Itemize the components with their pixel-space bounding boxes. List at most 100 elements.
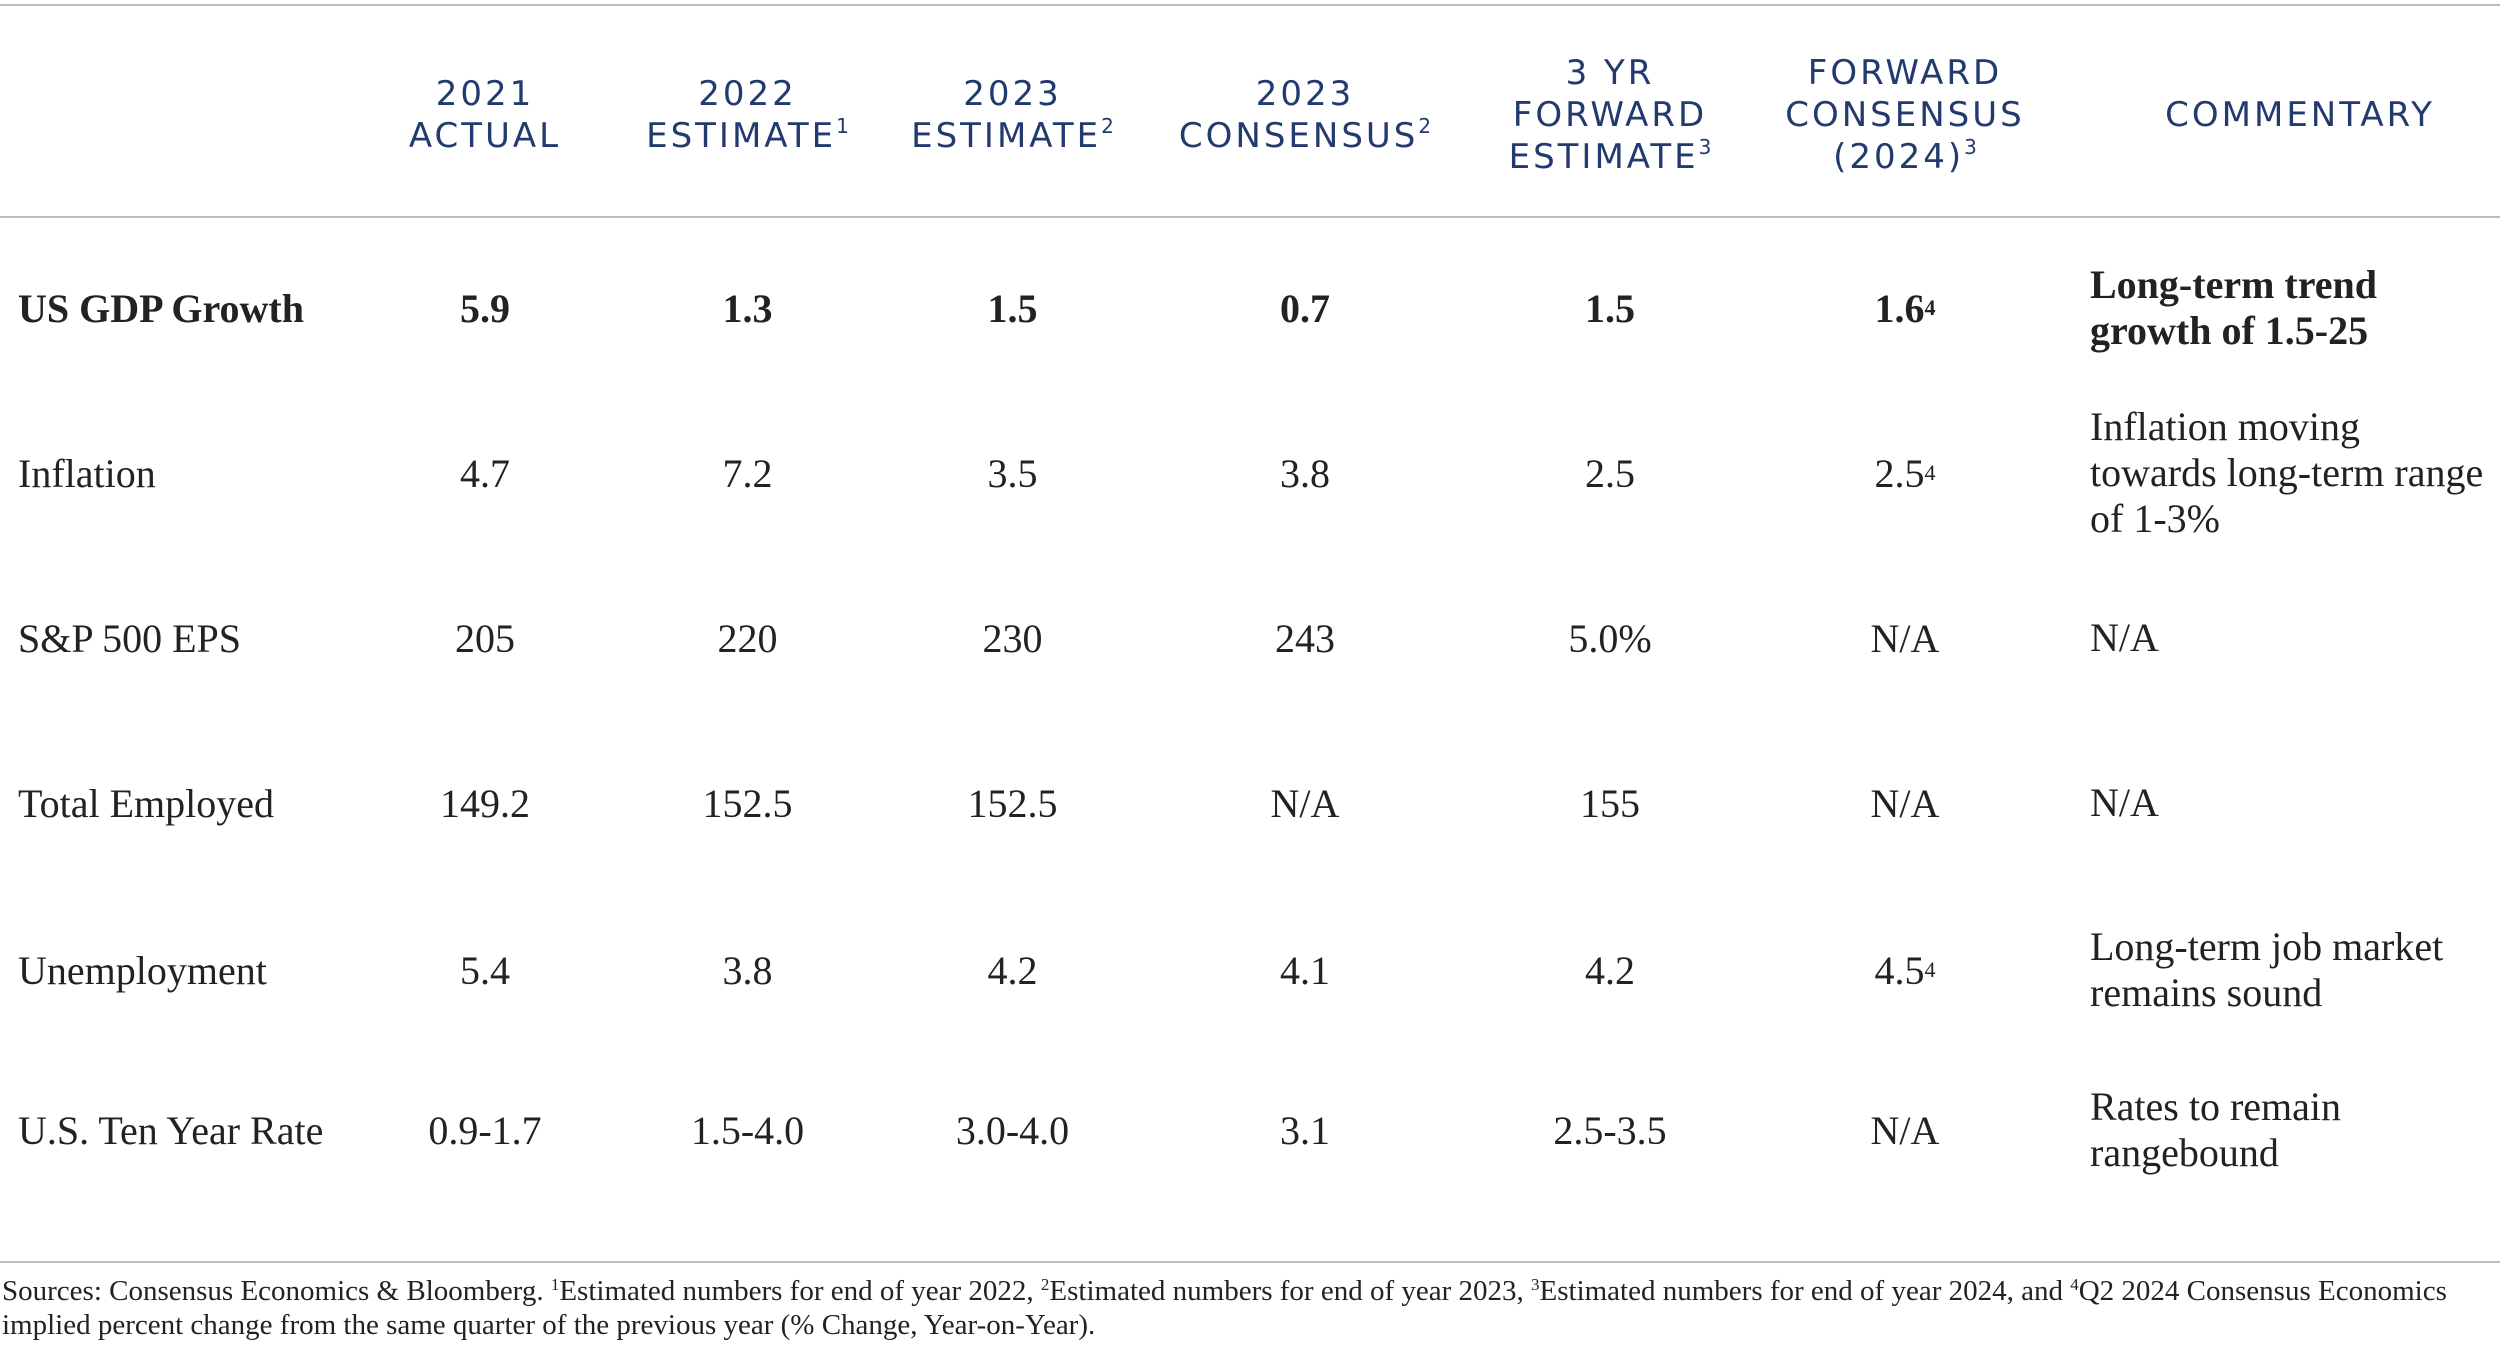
commentary-line: growth of 1.5-25 (2090, 308, 2369, 353)
footnote-mark: 1 (550, 1275, 560, 1294)
cell-2023-estimate: 4.2 (987, 947, 1038, 993)
table-row-total-employed: Total Employed 149.2 152.5 152.5 N/A 155… (0, 728, 2500, 878)
header-forward-consensus-text: FORWARD CONSENSUS (2024) (1785, 53, 2025, 177)
header-footnote-mark: 3 (1964, 135, 1977, 159)
cell-value: 1.6 (1874, 285, 1925, 331)
row-label: S&P 500 EPS (18, 615, 242, 661)
row-label: Total Employed (18, 780, 275, 826)
header-3yr-forward-estimate-text: 3 YR FORWARD ESTIMATE (1508, 53, 1708, 177)
table-row-sp500-eps: S&P 500 EPS 205 220 230 243 5.0% N/A N/A (0, 563, 2500, 713)
cell-forward-consensus: N/A (1760, 728, 2050, 878)
header-2021-actual-text: 2021 ACTUAL (408, 74, 562, 156)
cell-3yr-forward-estimate: 4.2 (1585, 947, 1635, 993)
table-row-us-gdp-growth: US GDP Growth 5.9 1.3 1.5 0.7 1.5 1.6 4 L… (0, 233, 2500, 383)
cell-2021-actual: 205 (455, 615, 515, 661)
cell-2023-estimate: 1.5 (987, 285, 1038, 331)
cell-value: 4.5 (1874, 947, 1925, 993)
header-footnote-mark: 2 (1101, 114, 1114, 138)
commentary-line: Long-term job market (2090, 924, 2444, 969)
cell-2022-estimate: 1.3 (722, 285, 773, 331)
cell-2022-estimate: 3.8 (722, 947, 773, 993)
cell-2023-consensus: 243 (1275, 615, 1335, 661)
cell-forward-consensus: 2.5 4 (1874, 450, 1936, 496)
cell-2022-estimate: 220 (717, 615, 778, 661)
cell-2023-estimate: 230 (982, 615, 1043, 661)
cell-forward-consensus: N/A (1760, 1055, 2050, 1205)
cell-2022-estimate: 152.5 (702, 780, 793, 826)
row-label: Inflation (18, 450, 156, 496)
cell-2023-estimate: 3.0-4.0 (955, 1107, 1070, 1153)
commentary-line: Long-term trend (2090, 262, 2377, 307)
cell-3yr-forward-estimate: 5.0% (1568, 615, 1652, 661)
cell-value: N/A (1870, 1107, 1940, 1153)
cell-2023-estimate: 152.5 (967, 780, 1058, 826)
footnote-mark: 4 (2070, 1275, 2079, 1294)
commentary-line: Rates to remain (2090, 1084, 2342, 1129)
cell-3yr-forward-estimate: 2.5-3.5 (1553, 1107, 1667, 1153)
cell-commentary: Long-term job market remains sound (2090, 895, 2500, 1045)
cell-forward-consensus: N/A (1760, 563, 2050, 713)
footnote-text: Q2 2024 Consensus Economics implied perc… (2, 1275, 2447, 1341)
cell-3yr-forward-estimate: 2.5 (1585, 450, 1635, 496)
commentary-line: Inflation moving (2090, 404, 2360, 449)
cell-commentary: N/A (2090, 563, 2500, 713)
header-divider (0, 216, 2500, 218)
commentary-line: towards long-term range (2090, 450, 2484, 495)
cell-value: N/A (1870, 615, 1940, 661)
sources-footnote: Sources: Consensus Economics & Bloomberg… (2, 1274, 2492, 1342)
commentary-line: N/A (2090, 780, 2159, 825)
cell-commentary: Inflation moving towards long-term range o… (2090, 398, 2500, 548)
cell-3yr-forward-estimate: 1.5 (1585, 285, 1635, 331)
cell-value: N/A (1870, 780, 1940, 826)
header-2021-actual: 2021 ACTUAL (380, 40, 590, 190)
cell-2021-actual: 5.9 (460, 285, 510, 331)
header-commentary: COMMENTARY (2110, 40, 2490, 190)
header-2022-estimate: 2022 ESTIMATE1 (620, 40, 875, 190)
cell-forward-consensus: 4.5 4 (1874, 947, 1936, 993)
cell-value: 2.5 (1874, 450, 1925, 496)
cell-commentary: N/A (2090, 728, 2500, 878)
commentary-line: N/A (2090, 615, 2159, 660)
footnote-mark: 2 (1040, 1275, 1050, 1294)
cell-2023-estimate: 3.5 (987, 450, 1038, 496)
header-footnote-mark: 1 (836, 114, 849, 138)
header-commentary-text: COMMENTARY (2165, 95, 2435, 135)
top-rule (0, 4, 2500, 6)
cell-2023-consensus: 3.8 (1280, 450, 1330, 496)
header-2023-consensus-text: 2023 CONSENSUS (1178, 74, 1419, 156)
cell-forward-consensus: 1.6 4 (1874, 285, 1936, 331)
header-2022-estimate-text: 2022 ESTIMATE (646, 74, 837, 156)
footnote-text: Estimated numbers for end of year 2024, … (1539, 1275, 2071, 1307)
commentary-line: rangebound (2090, 1130, 2279, 1175)
footnote-text: Estimated numbers for end of year 2022, (559, 1275, 1041, 1307)
cell-3yr-forward-estimate: 155 (1580, 780, 1640, 826)
cell-2023-consensus: 4.1 (1280, 947, 1330, 993)
commentary-line: remains sound (2090, 970, 2323, 1015)
header-forward-consensus: FORWARD CONSENSUS (2024)3 (1760, 40, 2050, 190)
header-footnote-mark: 2 (1418, 114, 1432, 138)
table-row-inflation: Inflation 4.7 7.2 3.5 3.8 2.5 2.5 4 Infla… (0, 398, 2500, 548)
cell-commentary: Long-term trend growth of 1.5-25 (2090, 233, 2500, 383)
header-2023-estimate-text: 2023 ESTIMATE (911, 74, 1102, 156)
cell-2021-actual: 4.7 (460, 450, 510, 496)
row-label: Unemployment (18, 947, 267, 993)
cell-2023-consensus: 3.1 (1280, 1107, 1330, 1153)
cell-2021-actual: 5.4 (460, 947, 510, 993)
cell-2021-actual: 0.9-1.7 (428, 1107, 542, 1153)
footnote-text: Sources: Consensus Economics & Bloomberg… (2, 1275, 551, 1307)
cell-2022-estimate: 7.2 (722, 450, 773, 496)
commentary-line: of 1-3% (2090, 496, 2220, 541)
cell-commentary: Rates to remain rangebound (2090, 1055, 2500, 1205)
header-2023-estimate: 2023 ESTIMATE2 (885, 40, 1140, 190)
header-3yr-forward-estimate: 3 YR FORWARD ESTIMATE3 (1475, 40, 1745, 190)
cell-2021-actual: 149.2 (440, 780, 530, 826)
footnote-text: Estimated numbers for end of year 2023, (1049, 1275, 1532, 1307)
cell-2022-estimate: 1.5-4.0 (690, 1107, 805, 1153)
header-footnote-mark: 3 (1698, 135, 1712, 159)
row-label: U.S. Ten Year Rate (18, 1107, 324, 1153)
cell-2023-consensus: 0.7 (1280, 285, 1330, 331)
table-row-us-ten-year-rate: U.S. Ten Year Rate 0.9-1.7 1.5-4.0 3.0-4… (0, 1055, 2500, 1205)
footnote-mark: 3 (1531, 1275, 1540, 1294)
table-row-unemployment: Unemployment 5.4 3.8 4.2 4.1 4.2 4.5 4 Lo… (0, 895, 2500, 1045)
row-label: US GDP Growth (18, 285, 304, 331)
